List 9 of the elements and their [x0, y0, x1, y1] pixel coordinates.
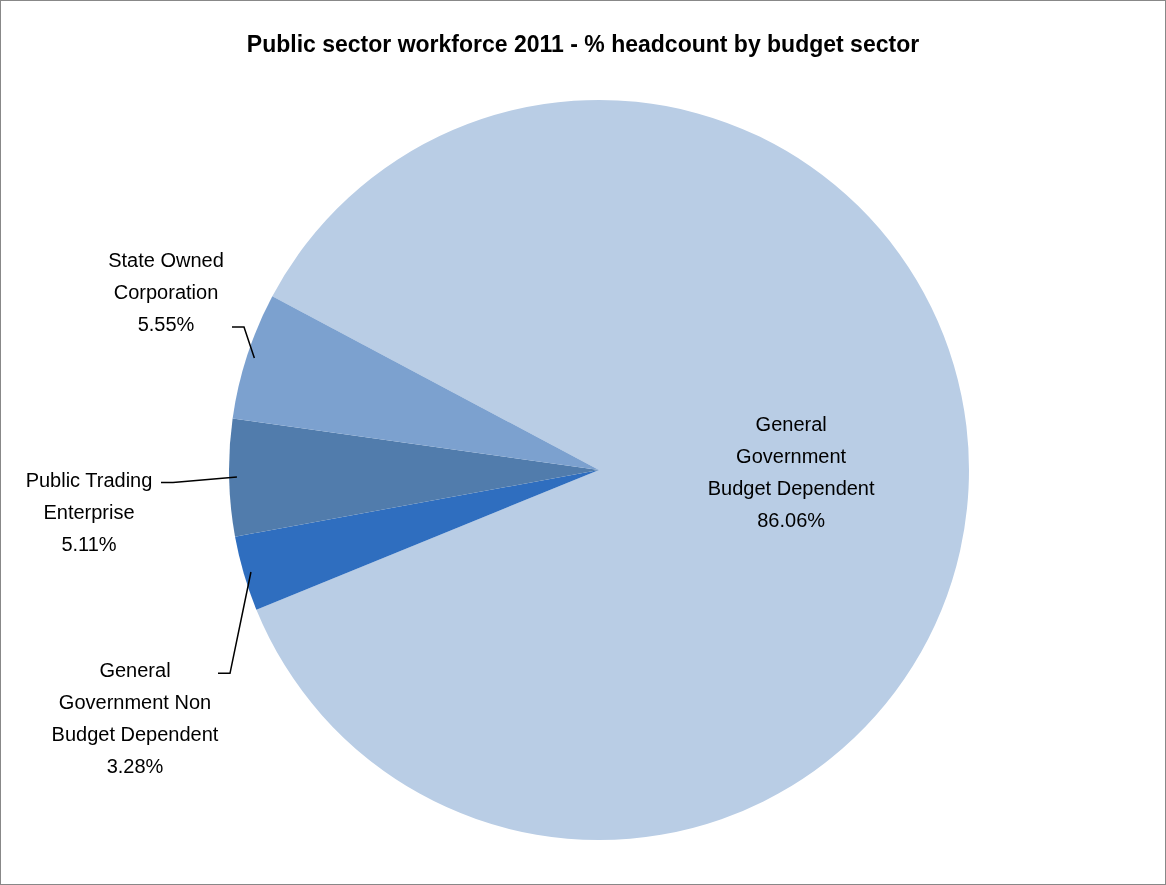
data-label: 3.28% [106, 754, 164, 777]
data-label: 86.06% [757, 509, 826, 532]
slice-label: Public Trading Enterprise [25, 468, 153, 523]
slice-label: General Government Non Budget Dependent [51, 658, 219, 745]
data-label: 5.11% [61, 532, 117, 555]
slice-label: General Government Budget Dependent [707, 413, 875, 500]
slice-label: State Owned Corporation [108, 248, 224, 303]
data-label: 5.55% [137, 312, 195, 335]
chart-title: Public sector workforce 2011 - % headcount by budget sector [245, 31, 921, 58]
